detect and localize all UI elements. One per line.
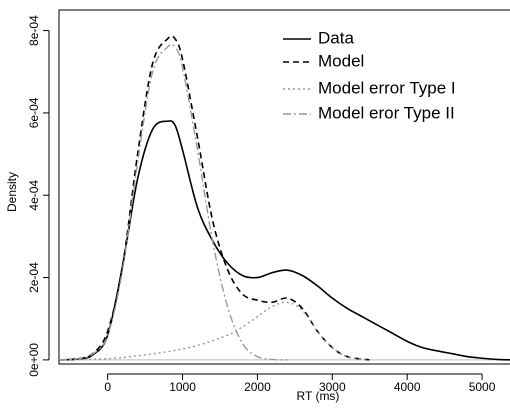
y-tick-label: 6e-04 [27,97,41,128]
x-tick-label: 5000 [469,380,496,394]
y-axis: 0e+00 2e-04 4e-04 6e-04 8e-04 [27,15,50,377]
x-tick-label: 4000 [394,380,421,394]
y-axis-label: Density [5,172,19,212]
y-tick-label: 0e+00 [27,343,41,377]
x-tick-label: 2000 [244,380,271,394]
legend-label: Model [318,51,364,70]
x-tick-label: 0 [104,380,111,394]
x-axis: 0 1000 2000 3000 4000 5000 [104,373,496,394]
series-line-data [58,120,510,361]
legend-label: Model error Type I [318,78,456,97]
y-tick-label: 8e-04 [27,15,41,46]
legend-label: Data [318,28,354,47]
legend: Data Model Model error Type I Model eror Ty… [283,28,456,122]
y-tick-label: 2e-04 [27,262,41,293]
series-line-model-error-type-i [58,301,370,361]
series-layer [58,35,510,361]
series-line-model-eror-type-ii [58,43,288,361]
plot-frame [58,9,510,365]
x-tick-label: 3000 [319,380,346,394]
x-tick-label: 1000 [169,380,196,394]
series-line-model [58,35,370,361]
legend-label: Model eror Type II [318,103,455,122]
y-tick-label: 4e-04 [27,180,41,211]
x-axis-label: RT (ms) [297,389,340,403]
